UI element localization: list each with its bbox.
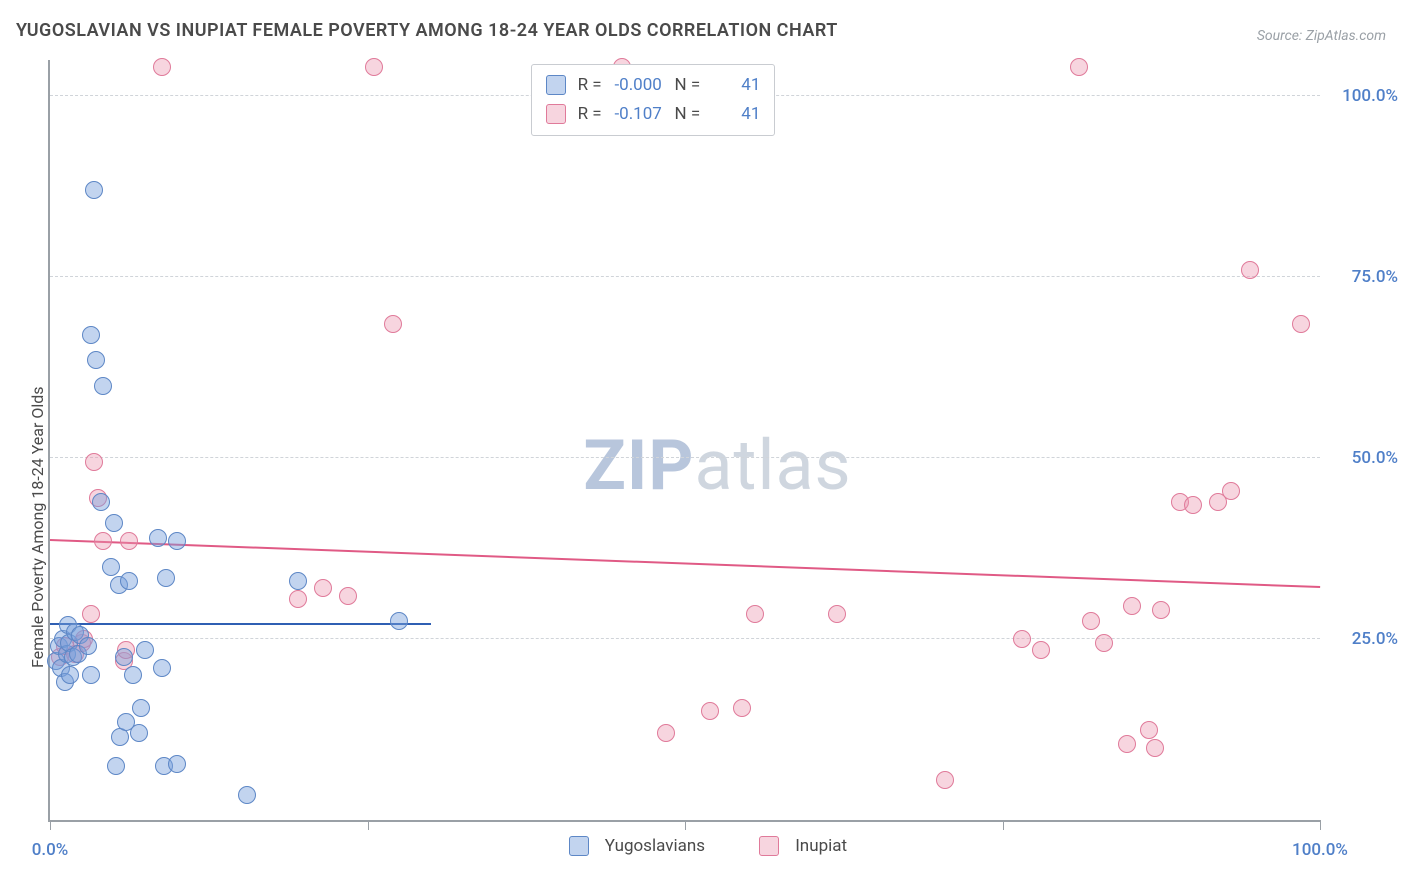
point-yugoslavian: [82, 666, 100, 684]
series-label-inupiat: Inupiat: [795, 836, 847, 856]
source-attribution: Source: ZipAtlas.com: [1257, 28, 1386, 44]
series-legend-yugoslavians: Yugoslavians: [569, 836, 705, 856]
point-yugoslavian: [61, 666, 79, 684]
point-inupiat: [1241, 261, 1259, 279]
point-inupiat: [701, 702, 719, 720]
point-inupiat: [1118, 735, 1136, 753]
point-inupiat: [289, 590, 307, 608]
y-tick-label: 75.0%: [1352, 267, 1398, 287]
y-axis-label: Female Poverty Among 18-24 Year Olds: [28, 386, 47, 668]
point-yugoslavian: [149, 529, 167, 547]
watermark-zip: ZIP: [583, 425, 694, 507]
point-yugoslavian: [238, 786, 256, 804]
point-inupiat: [733, 699, 751, 717]
point-inupiat: [314, 579, 332, 597]
point-inupiat: [1070, 58, 1088, 76]
point-inupiat: [1140, 721, 1158, 739]
x-tick: [368, 820, 369, 830]
point-yugoslavian: [168, 532, 186, 550]
source-prefix: Source:: [1257, 28, 1306, 44]
point-yugoslavian: [94, 377, 112, 395]
point-yugoslavian: [107, 757, 125, 775]
point-yugoslavian: [115, 648, 133, 666]
stats-legend-row: R = -0.107 N = 41: [546, 100, 761, 129]
point-inupiat: [936, 771, 954, 789]
point-inupiat: [384, 315, 402, 333]
point-inupiat: [1123, 597, 1141, 615]
y-tick-label: 25.0%: [1352, 629, 1398, 649]
point-yugoslavian: [79, 637, 97, 655]
point-inupiat: [1146, 739, 1164, 757]
gridline: [50, 457, 1320, 458]
watermark: ZIPatlas: [583, 425, 851, 507]
stats-swatch: [546, 75, 566, 95]
point-inupiat: [746, 605, 764, 623]
watermark-atlas: atlas: [694, 425, 851, 507]
x-tick: [1320, 820, 1321, 830]
x-tick-label: 0.0%: [32, 840, 69, 860]
trend-line-a: [50, 623, 431, 625]
point-yugoslavian: [289, 572, 307, 590]
point-inupiat: [1032, 641, 1050, 659]
gridline: [50, 638, 1320, 639]
stats-legend-row: R = -0.000 N = 41: [546, 71, 761, 100]
point-inupiat: [828, 605, 846, 623]
point-inupiat: [1152, 601, 1170, 619]
point-inupiat: [85, 453, 103, 471]
point-inupiat: [339, 587, 357, 605]
point-yugoslavian: [130, 724, 148, 742]
x-tick: [685, 820, 686, 830]
swatch-inupiat: [759, 836, 779, 856]
x-tick: [50, 820, 51, 830]
source-name: ZipAtlas.com: [1306, 28, 1386, 44]
trend-line-b: [50, 539, 1320, 588]
point-yugoslavian: [390, 612, 408, 630]
point-yugoslavian: [168, 755, 186, 773]
point-inupiat: [1082, 612, 1100, 630]
point-inupiat: [1095, 634, 1113, 652]
point-yugoslavian: [105, 514, 123, 532]
point-inupiat: [82, 605, 100, 623]
point-yugoslavian: [102, 558, 120, 576]
point-inupiat: [1184, 496, 1202, 514]
gridline: [50, 276, 1320, 277]
y-tick-label: 50.0%: [1352, 448, 1398, 468]
point-inupiat: [365, 58, 383, 76]
point-inupiat: [1013, 630, 1031, 648]
point-yugoslavian: [132, 699, 150, 717]
point-inupiat: [657, 724, 675, 742]
y-tick-label: 100.0%: [1342, 86, 1398, 106]
point-yugoslavian: [87, 351, 105, 369]
point-yugoslavian: [82, 326, 100, 344]
point-yugoslavian: [157, 569, 175, 587]
point-inupiat: [1292, 315, 1310, 333]
point-inupiat: [153, 58, 171, 76]
x-tick-label: 100.0%: [1292, 840, 1348, 860]
chart-title: YUGOSLAVIAN VS INUPIAT FEMALE POVERTY AM…: [16, 20, 838, 41]
point-inupiat: [120, 532, 138, 550]
point-inupiat: [1222, 482, 1240, 500]
point-yugoslavian: [136, 641, 154, 659]
point-yugoslavian: [124, 666, 142, 684]
series-legend-inupiat: Inupiat: [759, 836, 847, 856]
swatch-yugoslavians: [569, 836, 589, 856]
point-yugoslavian: [85, 181, 103, 199]
point-yugoslavian: [153, 659, 171, 677]
point-yugoslavian: [92, 493, 110, 511]
x-tick: [1003, 820, 1004, 830]
stats-swatch: [546, 104, 566, 124]
series-label-yugoslavians: Yugoslavians: [605, 836, 705, 856]
point-inupiat: [94, 532, 112, 550]
point-yugoslavian: [120, 572, 138, 590]
plot-area: ZIPatlas 25.0%50.0%75.0%100.0%0.0%100.0%: [48, 60, 1320, 822]
chart-stage: YUGOSLAVIAN VS INUPIAT FEMALE POVERTY AM…: [0, 0, 1406, 892]
stats-legend: R = -0.000 N = 41R = -0.107 N = 41: [531, 64, 776, 136]
